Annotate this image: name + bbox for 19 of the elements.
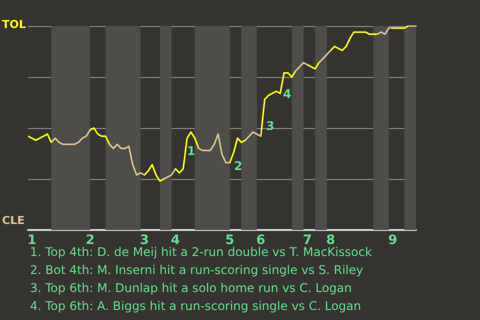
x-tick-label: 1 — [27, 233, 36, 248]
annotation: 4 — [283, 87, 292, 101]
x-tick-label: 8 — [326, 233, 336, 248]
text: 2. Bot 4th: M. Inserni hit a run-scoring single vs S. Riley — [30, 263, 364, 277]
annotation: 2 — [234, 159, 242, 173]
x-tick-label: 5 — [225, 233, 234, 248]
x-tick-label: 7 — [302, 233, 312, 248]
text: TOL — [2, 18, 26, 31]
x-tick-label: 3 — [140, 233, 149, 248]
text: 1. Top 4th: D. de Meij hit a 2-run double vs T. MacKissock — [30, 245, 372, 259]
x-tick-label: 2 — [86, 233, 95, 248]
x-tick-label: 9 — [388, 233, 398, 248]
x-tick-label: 6 — [256, 233, 266, 248]
annotation: 1 — [187, 144, 196, 158]
annotation: 3 — [266, 119, 274, 133]
text: 4. Top 6th: A. Biggs hit a run-scoring single vs C. Logan — [30, 299, 362, 313]
text: 3. Top 6th: M. Dunlap hit a solo home run vs C. Logan — [30, 281, 352, 295]
text: CLE — [2, 214, 25, 227]
x-tick-label: 4 — [170, 233, 180, 248]
